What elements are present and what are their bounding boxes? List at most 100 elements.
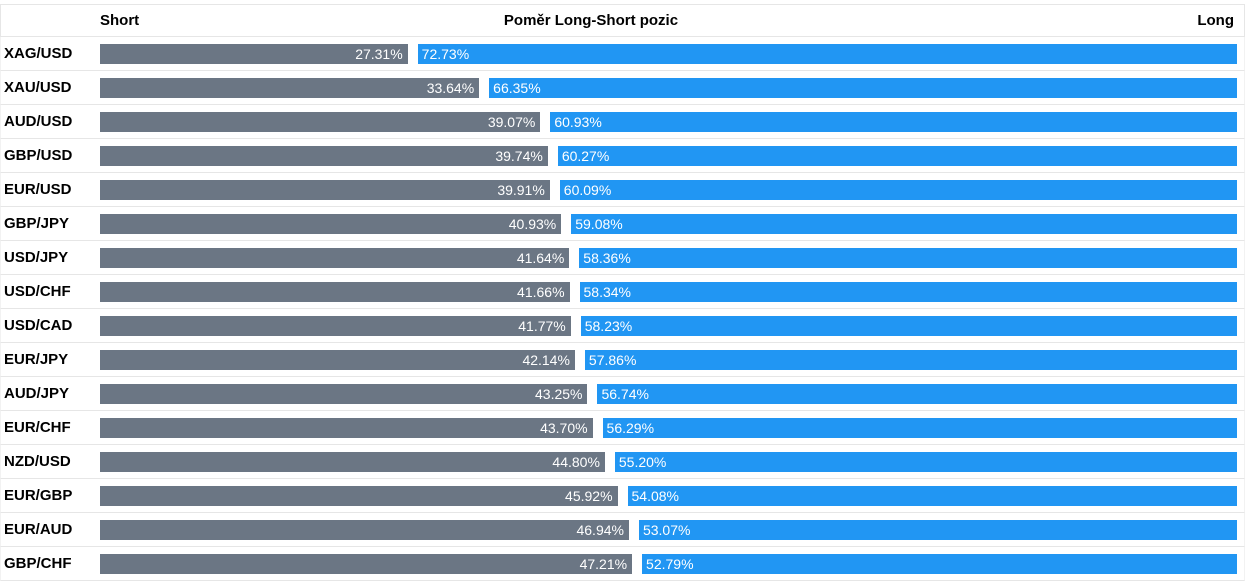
long-bar (597, 384, 1237, 404)
short-value-label: 47.21% (579, 556, 628, 572)
category-label: USD/CHF (4, 283, 71, 300)
long-value-label: 58.34% (583, 284, 631, 300)
long-value-label: 56.74% (601, 386, 649, 402)
short-value-label: 45.92% (565, 488, 613, 504)
chart-row: GBP/USD 39.74% 60.27% (0, 139, 1245, 173)
short-bar (100, 486, 618, 506)
long-value-label: 60.09% (563, 182, 612, 198)
long-bar (559, 180, 1237, 200)
long-value-label: 72.73% (421, 46, 470, 62)
short-value-label: 41.77% (518, 318, 566, 334)
chart-title: Poměr Long-Short pozic (503, 12, 679, 29)
category-label: GBP/USD (4, 147, 73, 164)
long-value-label: 60.93% (554, 114, 602, 130)
short-bar (100, 214, 562, 234)
chart-row: XAU/USD 33.64% 66.35% (0, 71, 1245, 105)
short-bar (100, 248, 570, 268)
chart-row: EUR/GBP 45.92% 54.08% (0, 479, 1245, 513)
chart-row: AUD/USD 39.07% 60.93% (0, 105, 1245, 139)
long-value-label: 52.79% (646, 556, 694, 572)
category-label: USD/JPY (4, 249, 69, 266)
short-bar (100, 78, 480, 98)
short-bar (100, 316, 571, 336)
long-value-label: 56.29% (606, 420, 655, 436)
category-label: EUR/USD (4, 181, 72, 198)
long-value-label: 55.20% (618, 454, 667, 470)
short-bar (100, 520, 629, 540)
short-value-label: 44.80% (552, 454, 600, 470)
short-bar (100, 146, 548, 166)
chart-row: EUR/JPY 42.14% 57.86% (0, 343, 1245, 377)
short-bar (100, 452, 605, 472)
long-bar (580, 316, 1237, 336)
short-column-label: Short (100, 12, 140, 29)
short-bar (100, 282, 570, 302)
long-bar (642, 554, 1237, 574)
category-label: NZD/USD (4, 453, 71, 470)
category-label: XAG/USD (4, 45, 73, 62)
long-value-label: 66.35% (493, 80, 541, 96)
short-value-label: 39.07% (487, 114, 536, 130)
long-bar (489, 78, 1237, 98)
short-value-label: 42.14% (522, 352, 570, 368)
chart-row: GBP/CHF 47.21% 52.79% (0, 547, 1245, 581)
long-bar (571, 214, 1237, 234)
short-bar (100, 350, 575, 370)
category-label: EUR/CHF (4, 419, 71, 436)
short-value-label: 33.64% (426, 80, 475, 96)
short-bar (100, 112, 541, 132)
category-label: XAU/USD (4, 79, 72, 96)
long-value-label: 53.07% (642, 522, 691, 538)
chart-row: USD/CHF 41.66% 58.34% (0, 275, 1245, 309)
short-value-label: 43.70% (540, 420, 588, 436)
short-bar (100, 44, 408, 64)
category-label: USD/CAD (4, 317, 73, 334)
long-bar (550, 112, 1237, 132)
long-bar (627, 486, 1237, 506)
short-value-label: 43.25% (535, 386, 583, 402)
long-bar (638, 520, 1237, 540)
short-value-label: 40.93% (508, 216, 557, 232)
short-value-label: 27.31% (355, 46, 403, 62)
short-value-label: 39.74% (495, 148, 543, 164)
long-value-label: 60.27% (561, 148, 610, 164)
chart-row: AUD/JPY 43.25% 56.74% (0, 377, 1245, 411)
long-bar (579, 282, 1237, 302)
category-label: EUR/GBP (4, 487, 73, 504)
chart-row: EUR/AUD 46.94% 53.07% (0, 513, 1245, 547)
long-bar (602, 418, 1237, 438)
chart-header: Short Poměr Long-Short pozic Long (0, 4, 1245, 37)
short-value-label: 41.64% (516, 250, 565, 266)
long-value-label: 58.36% (583, 250, 631, 266)
chart-row: XAG/USD 27.31% 72.73% (0, 37, 1245, 71)
long-value-label: 57.86% (588, 352, 637, 368)
long-bar (557, 146, 1237, 166)
short-bar (100, 554, 633, 574)
short-bar (100, 418, 593, 438)
long-bar (614, 452, 1237, 472)
category-label: GBP/CHF (4, 555, 72, 572)
long-bar (579, 248, 1237, 268)
short-value-label: 39.91% (497, 182, 545, 198)
chart-row: USD/CAD 41.77% 58.23% (0, 309, 1245, 343)
category-label: AUD/USD (4, 113, 73, 130)
category-label: AUD/JPY (4, 385, 70, 402)
category-label: GBP/JPY (4, 215, 70, 232)
chart-row: NZD/USD 44.80% 55.20% (0, 445, 1245, 479)
long-bar (584, 350, 1237, 370)
long-value-label: 59.08% (575, 216, 623, 232)
short-value-label: 46.94% (576, 522, 624, 538)
short-bar (100, 180, 550, 200)
chart-row: EUR/CHF 43.70% 56.29% (0, 411, 1245, 445)
short-value-label: 41.66% (517, 284, 565, 300)
chart-row: EUR/USD 39.91% 60.09% (0, 173, 1245, 207)
chart-row: GBP/JPY 40.93% 59.08% (0, 207, 1245, 241)
chart-row: USD/JPY 41.64% 58.36% (0, 241, 1245, 275)
long-value-label: 54.08% (631, 488, 679, 504)
short-bar (100, 384, 588, 404)
long-column-label: Long (1197, 12, 1234, 29)
category-label: EUR/JPY (4, 351, 69, 368)
long-bar (417, 44, 1237, 64)
long-value-label: 58.23% (584, 318, 633, 334)
